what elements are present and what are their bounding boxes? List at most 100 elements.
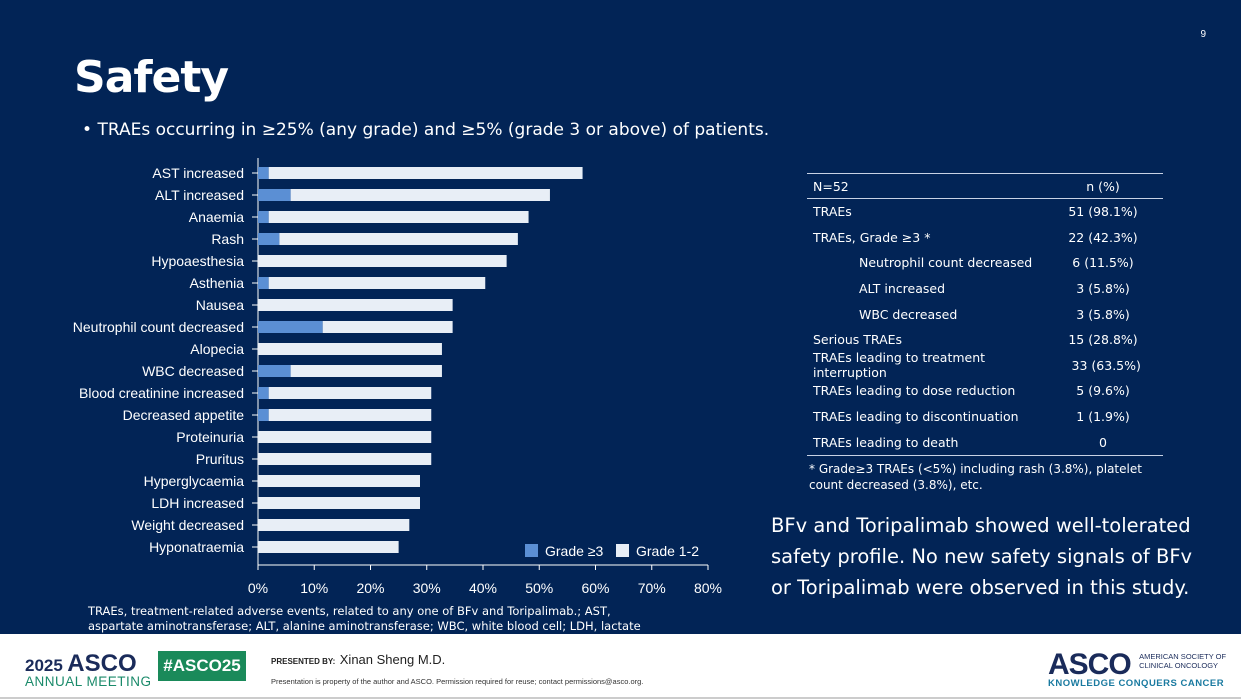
bar-grade12 <box>268 387 432 399</box>
bar-grade12 <box>258 299 453 311</box>
category-label: Anaemia <box>189 209 244 225</box>
society-name: AMERICAN SOCIETY OF CLINICAL ONCOLOGY <box>1139 652 1227 670</box>
row-value: 6 (11.5%) <box>1072 255 1134 271</box>
bar-grade12 <box>268 167 583 179</box>
table-row: TRAEs, Grade ≥3 * 22 (42.3%) <box>807 225 1163 251</box>
table-row: ALT increased 3 (5.8%) <box>807 276 1163 302</box>
presented-by-label: PRESENTED BY: <box>271 657 336 666</box>
annual-meeting-logo: 2025 ASCO ANNUAL MEETING <box>25 650 152 689</box>
bar-grade12 <box>290 365 442 377</box>
row-value: 1 (1.9%) <box>1076 409 1130 425</box>
disclaimer: Presentation is property of the author a… <box>271 677 644 686</box>
bar-grade12 <box>268 409 432 421</box>
table-row: Neutrophil count decreased 6 (11.5%) <box>807 250 1163 276</box>
category-label: Hypoaesthesia <box>151 253 244 269</box>
x-tick-label: 0% <box>248 580 268 596</box>
table-row: WBC decreased 3 (5.8%) <box>807 301 1163 327</box>
table-row: TRAEs leading to dose reduction 5 (9.6%) <box>807 378 1163 404</box>
bar-grade12 <box>290 189 550 201</box>
bar-grade3 <box>258 387 269 399</box>
category-label: LDH increased <box>151 495 244 511</box>
category-label: Hyponatraemia <box>149 539 244 555</box>
bullet-text: TRAEs occurring in ≥25% (any grade) and … <box>97 120 770 140</box>
row-label: Serious TRAEs <box>813 332 903 348</box>
legend-label: Grade ≥3 <box>545 543 603 559</box>
page-number: 9 <box>1200 29 1206 40</box>
x-tick-label: 40% <box>469 580 497 596</box>
hashtag-badge: #ASCO25 <box>158 651 246 681</box>
row-label: TRAEs <box>813 204 852 220</box>
bullet-point: • TRAEs occurring in ≥25% (any grade) an… <box>82 120 770 140</box>
row-value: 22 (42.3%) <box>1068 229 1138 245</box>
slide: 9 Safety • TRAEs occurring in ≥25% (any … <box>0 0 1241 634</box>
bar-grade12 <box>258 541 399 553</box>
row-value: 3 (5.8%) <box>1076 306 1130 322</box>
row-value: 0 <box>1099 434 1107 450</box>
conclusion-text: BFv and Toripalimab showed well-tolerate… <box>771 514 1193 599</box>
category-label: Hyperglycaemia <box>144 473 245 489</box>
bar-grade3 <box>258 365 291 377</box>
bar-grade12 <box>279 233 518 245</box>
x-tick-label: 30% <box>413 580 441 596</box>
legend-swatch <box>616 544 629 557</box>
row-label: TRAEs leading to treatment interruption <box>813 350 986 381</box>
legend-swatch <box>525 544 538 557</box>
category-label: Weight decreased <box>131 517 244 533</box>
category-label: WBC decreased <box>142 363 244 379</box>
bar-grade12 <box>258 343 442 355</box>
category-label: Asthenia <box>190 275 245 291</box>
category-label: Proteinuria <box>176 429 244 445</box>
x-tick-label: 60% <box>581 580 609 596</box>
footer: 2025 ASCO ANNUAL MEETING #ASCO25 PRESENT… <box>0 634 1241 699</box>
bar-grade12 <box>258 431 432 443</box>
category-label: AST increased <box>152 165 244 181</box>
bar-grade3 <box>258 321 323 333</box>
row-label: ALT increased <box>859 281 946 297</box>
row-label: WBC decreased <box>859 306 958 322</box>
table-row: TRAEs leading to discontinuation 1 (1.9%) <box>807 404 1163 430</box>
trae-summary-table: N=52 n (%) TRAEs 51 (98.1%) TRAEs, Grade ≥… <box>807 173 1163 493</box>
bar-grade12 <box>268 211 529 223</box>
category-label: ALT increased <box>155 187 244 203</box>
bar-grade12 <box>268 277 486 289</box>
bar-grade3 <box>258 211 269 223</box>
page-title: Safety <box>74 52 229 103</box>
bar-grade12 <box>258 519 410 531</box>
row-value: 33 (63.5%) <box>1071 357 1141 373</box>
presenter-info: PRESENTED BY: Xinan Sheng M.D. Presentat… <box>271 651 643 686</box>
bar-grade3 <box>258 409 269 421</box>
table-row: TRAEs leading to death 0 <box>807 429 1163 456</box>
table-row: Serious TRAEs 15 (28.8%) <box>807 327 1163 353</box>
bar-grade12 <box>258 255 507 267</box>
logo-year: 2025 <box>25 656 63 675</box>
bar-grade3 <box>258 167 269 179</box>
x-tick-label: 50% <box>525 580 553 596</box>
category-label: Neutrophil count decreased <box>73 319 244 335</box>
x-tick-label: 20% <box>356 580 384 596</box>
bar-grade12 <box>258 453 432 465</box>
tagline: KNOWLEDGE CONQUERS CANCER <box>1048 678 1225 689</box>
table-row: TRAEs 51 (98.1%) <box>807 199 1163 225</box>
table-row: TRAEs leading to treatment interruption 3… <box>807 350 1163 381</box>
category-label: Rash <box>211 231 244 247</box>
x-tick-label: 10% <box>300 580 328 596</box>
logo-asco: ASCO <box>67 650 137 677</box>
row-label: TRAEs leading to discontinuation <box>813 409 1019 425</box>
row-label: Neutrophil count decreased <box>859 255 1033 271</box>
row-label: TRAEs leading to death <box>813 434 959 450</box>
table-note: * Grade≥3 TRAEs (<5%) including rash (3.… <box>809 461 1142 492</box>
category-label: Pruritus <box>196 451 244 467</box>
presenter-name: Xinan Sheng M.D. <box>339 652 446 667</box>
asco-logo-text: ASCO <box>1048 648 1132 681</box>
row-value: 5 (9.6%) <box>1076 383 1130 399</box>
bar-grade3 <box>258 277 269 289</box>
category-label: Decreased appetite <box>123 407 245 423</box>
header-label: N=52 <box>813 178 849 194</box>
x-tick-label: 70% <box>638 580 666 596</box>
category-label: Alopecia <box>190 341 244 357</box>
category-label: Blood creatinine increased <box>79 385 244 401</box>
row-value: 51 (98.1%) <box>1068 204 1138 220</box>
logo-annual-meeting: ANNUAL MEETING <box>25 674 152 689</box>
bar-grade12 <box>322 321 453 333</box>
header-value: n (%) <box>1086 178 1120 194</box>
